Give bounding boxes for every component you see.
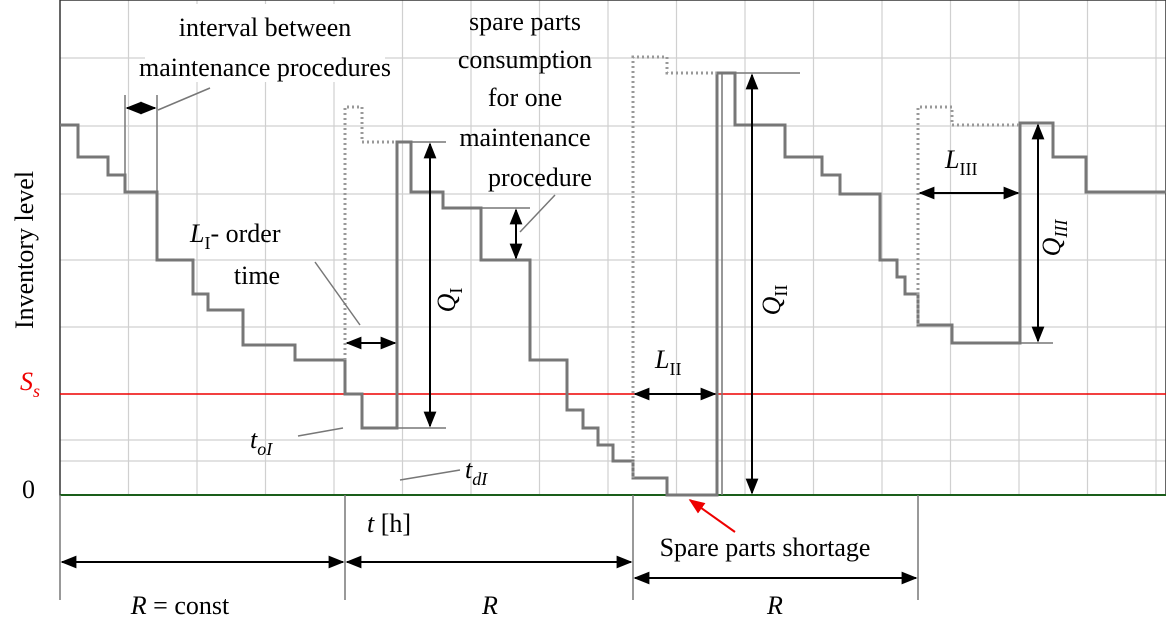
main: t [367,509,375,538]
leader [314,261,361,326]
consumption-label: consumption [458,45,592,74]
rest: [h] [374,509,411,538]
main: t [465,455,473,484]
main: L [654,345,669,374]
q1-label: QI [432,288,466,313]
zero-label: 0 [22,475,35,504]
sub: oI [257,439,273,459]
inventory-level [60,71,1166,497]
t-delivery-label: tdI [465,455,488,489]
safety-stock-label: Ss [20,367,40,401]
l3-label: LIII [944,145,977,179]
t-order-label: toI [250,425,273,459]
y-axis-label: Inventory level [10,171,39,329]
leader [157,87,211,111]
order-level-2 [631,55,717,478]
sub: II [771,285,791,297]
sub: III [1051,219,1071,239]
main: t [250,425,258,454]
main: L [189,219,204,248]
main: Q [757,296,786,315]
sub: I [446,288,466,294]
period-label: R = const [130,591,230,620]
rest: = const [147,591,230,620]
period-marks [59,495,919,600]
main: S [20,367,33,396]
main: R [130,591,147,620]
leader [297,427,344,437]
sub: dI [472,469,488,489]
order-time-label: time [234,261,280,290]
rest: - order [210,219,280,248]
q3-label: QIII [1037,219,1071,257]
sub: III [959,159,977,179]
order-time-label: LI- order [189,219,281,253]
time-axis-label: t [h] [367,509,411,538]
interval-label: interval between [179,13,352,42]
period-label: R [766,591,783,620]
l2-label: LII [654,345,681,379]
order-level-1 [343,105,397,360]
label-bg [145,4,385,82]
leader [399,469,461,481]
sub: I [204,233,210,253]
consumption-label: spare parts [469,7,581,36]
order-level-3 [916,105,1020,325]
consumption-label: maintenance [459,123,590,152]
consumption-label: for one [488,83,562,112]
sub: s [33,381,40,401]
main: Q [432,293,461,312]
shortage-arrow [688,499,736,533]
consumption-label: procedure [488,163,592,192]
q2-label: QII [757,285,791,316]
leader [519,194,556,233]
shortage-label: Spare parts shortage [660,533,871,562]
sub: II [669,359,681,379]
period-label: R [481,591,498,620]
interval-label: maintenance procedures [139,53,391,82]
main: L [944,145,959,174]
main: Q [1037,237,1066,256]
